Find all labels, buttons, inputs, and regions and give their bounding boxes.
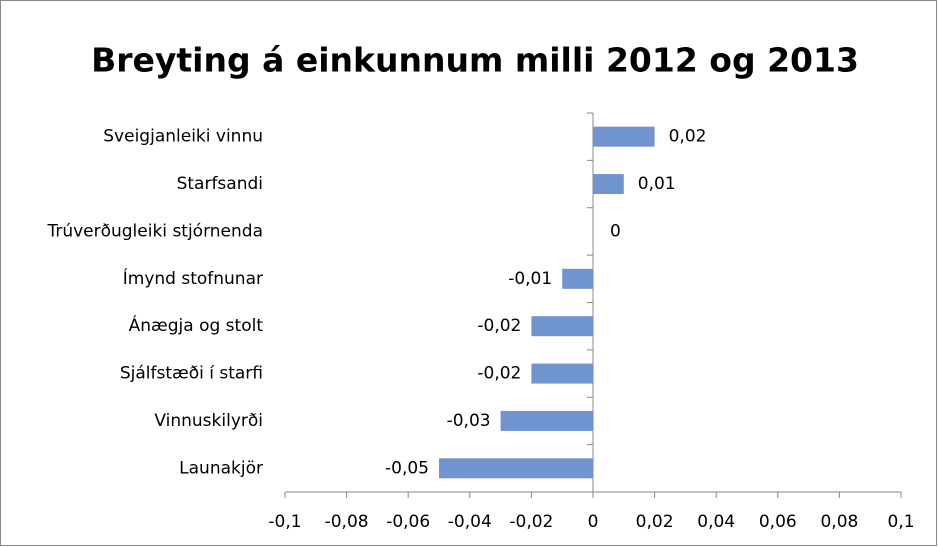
x-tick-label: 0,04 xyxy=(697,512,735,532)
y-tick-label: Launakjör xyxy=(179,458,263,478)
x-tick-label: -0,1 xyxy=(268,512,301,532)
y-tick-label: Sjálfstæði í starfi xyxy=(120,364,263,384)
bar xyxy=(593,126,655,147)
y-tick-label: Trúverðugleiki stjórnenda xyxy=(46,221,263,241)
chart-title: Breyting á einkunnum milli 2012 og 2013 xyxy=(91,41,859,80)
y-tick-label: Sveigjanleiki vinnu xyxy=(103,127,263,147)
x-tick-label: -0,08 xyxy=(325,512,369,532)
bar xyxy=(500,410,593,431)
bar xyxy=(562,268,593,289)
x-tick-label: 0,02 xyxy=(636,512,674,532)
value-label: 0,01 xyxy=(638,174,676,194)
value-label: -0,01 xyxy=(508,269,552,289)
bar xyxy=(593,174,624,195)
y-tick-label: Vinnuskilyrði xyxy=(154,411,263,431)
x-tick-label: -0,02 xyxy=(509,512,553,532)
value-label: 0 xyxy=(610,221,621,241)
value-label: -0,02 xyxy=(477,364,521,384)
y-tick-label: Starfsandi xyxy=(177,174,263,194)
x-tick-label: 0,08 xyxy=(820,512,858,532)
x-tick-label: -0,06 xyxy=(386,512,430,532)
value-label: -0,05 xyxy=(385,458,429,478)
bar xyxy=(531,316,593,337)
value-label: 0,02 xyxy=(669,127,707,147)
x-tick-label: -0,04 xyxy=(448,512,492,532)
x-tick-label: 0 xyxy=(588,512,599,532)
x-tick-label: 0,1 xyxy=(887,512,914,532)
value-label: -0,03 xyxy=(447,411,491,431)
y-tick-label: Ánægja og stolt xyxy=(129,314,264,336)
x-tick-label: 0,06 xyxy=(759,512,797,532)
bar xyxy=(531,363,593,384)
value-label: -0,02 xyxy=(477,316,521,336)
y-tick-label: Ímynd stofnunar xyxy=(123,267,263,289)
bar xyxy=(439,458,593,479)
